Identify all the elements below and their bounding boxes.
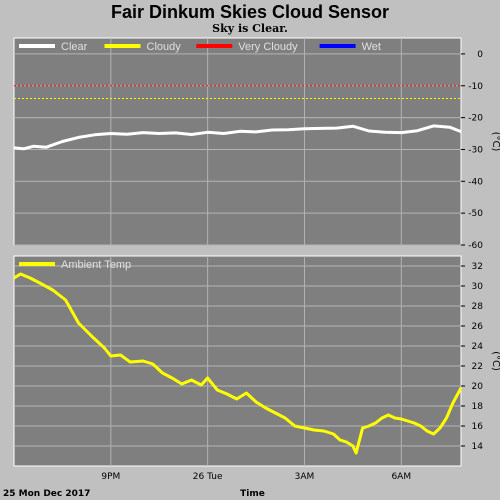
plot-area — [13, 255, 462, 467]
legend-label: Clear — [61, 41, 88, 53]
legend-label: Cloudy — [147, 41, 182, 53]
ambient-temperature-panel: 32 30 28 26 24 22 20 18 16 14 9PM 26 Tue 3AM 6AM 25 Mo… — [3, 255, 500, 499]
y-tick-label: 20 — [472, 382, 484, 392]
x-tick-label: 3AM — [295, 472, 315, 482]
legend-label: Very Cloudy — [238, 41, 298, 53]
y-axis-unit: (°C) — [490, 351, 500, 371]
y-tick-label: 26 — [472, 322, 484, 332]
y-tick-label: -30 — [468, 145, 483, 155]
y-tick-label: 24 — [472, 342, 484, 352]
series-line-clear — [13, 124, 462, 151]
x-tick-label: 9PM — [101, 472, 120, 482]
sky-status-text: Sky is Clear. — [212, 22, 288, 35]
y-tick-label: -50 — [468, 209, 483, 219]
chart-title: Fair Dinkum Skies Cloud Sensor — [110, 2, 390, 22]
sky-temperature-panel: 0 -10 -20 -30 -40 -50 -60 (°C) Clear Cloudy Very C… — [13, 37, 500, 251]
y-tick-label: -20 — [468, 114, 483, 124]
y-tick-label: -60 — [468, 241, 483, 251]
legend-label: Wet — [362, 41, 381, 53]
y-tick-label: 14 — [472, 442, 484, 452]
y-tick-label: 30 — [472, 282, 484, 292]
y-tick-label: -10 — [468, 82, 483, 92]
legend-label: Ambient Temp — [61, 259, 131, 271]
y-tick-label: -40 — [468, 177, 483, 187]
y-tick-label: 18 — [472, 402, 484, 412]
y-axis-unit: (°C) — [490, 132, 500, 152]
series-line-ambient-temp — [13, 272, 463, 455]
y-tick-label: 16 — [472, 422, 484, 432]
x-axis-label: Time — [240, 489, 265, 499]
plot-area — [13, 37, 462, 246]
y-tick-label: 22 — [472, 362, 483, 372]
y-tick-label: 32 — [472, 262, 483, 272]
date-label: 25 Mon Dec 2017 — [3, 489, 90, 499]
y-tick-label: 0 — [477, 50, 483, 60]
x-tick-label: 6AM — [391, 472, 411, 482]
y-tick-label: 28 — [472, 302, 484, 312]
x-tick-label: 26 Tue — [193, 472, 223, 482]
